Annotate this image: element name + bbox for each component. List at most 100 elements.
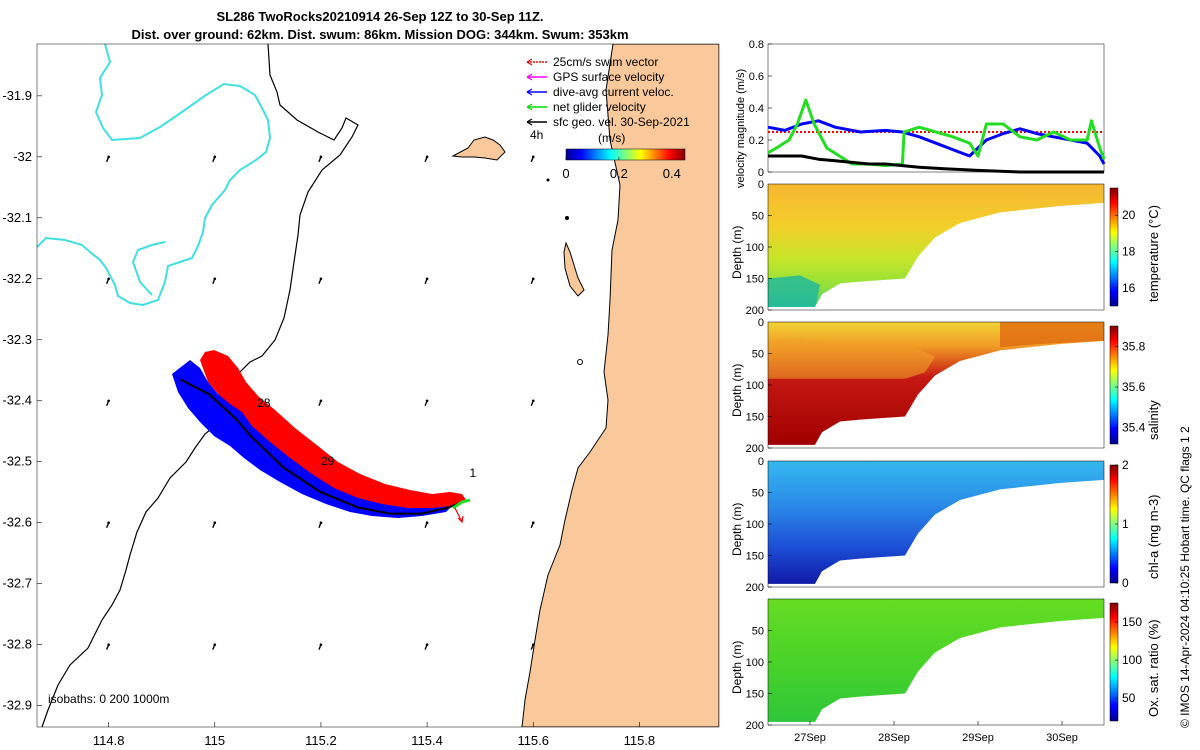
- section-field: [768, 461, 1104, 584]
- section-ylabel: Depth (m): [730, 364, 744, 417]
- section-colorbar-tick-label: 50: [1122, 691, 1136, 705]
- islet: [546, 178, 550, 182]
- legend-label: dive-avg current veloc.: [553, 85, 674, 99]
- velocity-y-axis: 0 0.2 0.4 0.6 0.8: [749, 39, 772, 179]
- section-colorbar-tick-label: 35.4: [1122, 421, 1146, 435]
- map-y-tick-label: -32.6: [2, 515, 32, 530]
- section-colorbar-tick-label: 0: [1122, 576, 1129, 590]
- velocity-series: [767, 98, 1106, 174]
- geo-vector-origin: [531, 155, 535, 159]
- section-field: [768, 184, 1104, 307]
- time-tick-label: 27Sep: [794, 732, 826, 744]
- map-y-tick-label: -32.3: [2, 332, 32, 347]
- geo-vector-origin: [319, 399, 323, 403]
- colorbar-tick-label: 0.4: [663, 166, 681, 181]
- track-end-arrow: [454, 507, 464, 524]
- rottnest-island: [451, 136, 506, 161]
- legend-label: GPS surface velocity: [553, 70, 664, 84]
- mainland: [521, 44, 719, 727]
- salinity-section: 0 50 100 150 200 Depth (m) 35.4 35.6 35.8 salinit…: [730, 317, 1161, 455]
- legend-label: net glider velocity: [553, 100, 646, 114]
- section-colorbar: [1109, 602, 1119, 722]
- geo-vector-origin: [531, 521, 535, 525]
- figure-subtitle: Dist. over ground: 62km. Dist. swum: 86k…: [131, 27, 629, 42]
- glider-track-line: [179, 378, 465, 515]
- velocity-y-tick-label: 0.2: [749, 135, 764, 147]
- velocity-y-tick-label: 0.4: [749, 103, 764, 115]
- section-y-tick-label: 50: [752, 211, 764, 223]
- legend-arrowhead: [526, 58, 533, 66]
- map-x-tick-label: 115.6: [517, 733, 549, 748]
- geo-vector-origin: [213, 521, 217, 525]
- map-colorbar: 4h (m/s) 0 0.2 0.4: [530, 128, 686, 181]
- map-y-tick-label: -31.9: [2, 88, 32, 103]
- velocity-plot-area: [767, 43, 1105, 173]
- geo-vector-origin: [213, 643, 217, 646]
- map-x-tick-label: 115.4: [411, 733, 443, 748]
- geo-vector-origin: [213, 277, 217, 281]
- map-y-axis: -31.9 -32 -32.1 -32.2 -32.3 -32.4 -32.5 -32.6 -3…: [2, 88, 42, 713]
- temperature-section: 0 50 100 150 200 Depth (m) 16 18 20 temperature (…: [730, 179, 1161, 317]
- section-y-tick-label: 100: [746, 380, 764, 392]
- velocity-panel: 0 0.2 0.4 0.6 0.8 velocity magnitude (m/s): [735, 39, 1106, 188]
- day-label: 1: [470, 466, 477, 480]
- section-colorbar-tick-label: 150: [1122, 615, 1142, 629]
- section-colorbar: [1109, 187, 1119, 307]
- legend-arrowhead: [526, 88, 533, 96]
- section-colorbar-tick-label: 16: [1122, 281, 1136, 295]
- section-colorbar-label: Ox. sat. ratio (%): [1146, 619, 1161, 717]
- map-x-tick-label: 114.8: [93, 733, 125, 748]
- section-field-overlay: [768, 337, 935, 379]
- day-labels: 28 29 1: [257, 396, 476, 480]
- section-y-tick-label: 200: [746, 720, 764, 732]
- section-y-tick-label: 0: [758, 317, 764, 329]
- colorbar-note: 4h: [530, 128, 543, 142]
- velocity-y-tick-label: 0.8: [749, 39, 764, 51]
- legend-label: sfc geo. vel. 30-Sep-2021: [553, 115, 690, 129]
- legend-arrowhead: [526, 118, 533, 126]
- section-y-tick-label: 100: [746, 657, 764, 669]
- map-y-tick-label: -32.5: [2, 454, 32, 469]
- section-colorbar: [1109, 325, 1119, 445]
- map-y-tick-label: -32.7: [2, 576, 32, 591]
- time-tick-label: 29Sep: [962, 732, 994, 744]
- section-y-tick-label: 200: [746, 443, 764, 455]
- colorbar-gradient: [565, 148, 686, 161]
- section-y-tick-label: 150: [746, 551, 764, 563]
- velocity-ylabel: velocity magnitude (m/s): [735, 69, 747, 188]
- map-y-tick-label: -32.1: [2, 210, 32, 225]
- section-colorbar-label: salinity: [1146, 400, 1161, 440]
- section-y-tick-label: 50: [752, 349, 764, 361]
- isobath-1000m-line: [41, 44, 359, 727]
- map-y-tick-label: -32.9: [2, 698, 32, 713]
- section-colorbar-tick-label: 35.6: [1122, 380, 1146, 394]
- map-frame: [36, 43, 720, 728]
- section-y-tick-label: 150: [746, 689, 764, 701]
- geo-vector-origin: [107, 277, 110, 281]
- isobath-label: isobaths: 0 200 1000m: [48, 692, 169, 706]
- section-field: [768, 599, 1104, 722]
- section-colorbar-tick-label: 1: [1122, 517, 1129, 531]
- chlorophyll-section: 0 50 100 150 200 Depth (m) 0 1 2 chl-a (mg m-3): [730, 456, 1161, 594]
- time-tick-label: 30Sep: [1046, 732, 1078, 744]
- section-colorbar-tick-label: 35.8: [1122, 339, 1146, 353]
- section-field-overlay: [768, 275, 820, 307]
- section-y-tick-label: 150: [746, 274, 764, 286]
- geo-vector-origin: [319, 521, 323, 525]
- section-colorbar-label: chl-a (mg m-3): [1146, 494, 1161, 579]
- map-x-tick-label: 115: [204, 733, 225, 748]
- geo-vector-origin: [531, 399, 535, 403]
- time-tick-label: 28Sep: [878, 732, 910, 744]
- map-panel: 28 29 1 114.8 115 115.2 115.4 115.6 115.8 -31.9…: [2, 43, 720, 748]
- oxygen-section: 50 100 150 200 Depth (m) 50 100 150 Ox. sat. rat…: [730, 598, 1161, 732]
- islet: [577, 359, 583, 365]
- section-ylabel: Depth (m): [730, 641, 744, 694]
- map-y-tick-label: -32.2: [2, 271, 32, 286]
- geo-vector-origin: [107, 399, 110, 403]
- geo-vector-origin: [107, 643, 110, 646]
- geo-vector-origin: [213, 155, 217, 159]
- section-y-tick-label: 100: [746, 519, 764, 531]
